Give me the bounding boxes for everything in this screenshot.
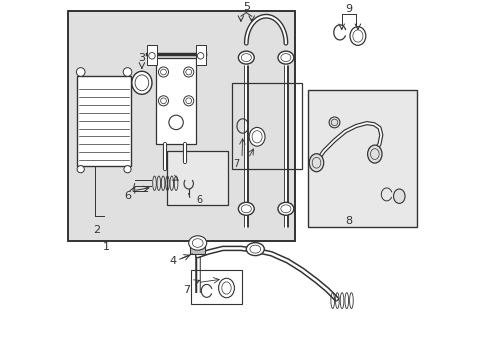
Text: 3: 3 [138, 53, 145, 63]
Ellipse shape [135, 75, 148, 91]
Ellipse shape [309, 154, 323, 172]
Ellipse shape [249, 245, 260, 253]
Circle shape [328, 117, 339, 128]
Ellipse shape [280, 205, 290, 213]
Circle shape [123, 68, 132, 76]
Circle shape [160, 69, 166, 75]
Ellipse shape [238, 51, 254, 64]
Ellipse shape [246, 243, 264, 256]
Text: 6: 6 [196, 195, 202, 205]
Text: 8: 8 [345, 216, 352, 226]
Ellipse shape [349, 27, 365, 45]
Text: 1: 1 [102, 242, 109, 252]
Text: 2: 2 [93, 225, 100, 235]
Ellipse shape [238, 202, 254, 215]
Circle shape [160, 98, 166, 104]
Circle shape [183, 96, 193, 106]
Circle shape [158, 96, 168, 106]
Ellipse shape [241, 205, 251, 213]
Bar [156, 58, 196, 144]
Ellipse shape [132, 71, 152, 94]
Ellipse shape [280, 54, 290, 62]
Ellipse shape [192, 239, 203, 247]
Bar [68, 11, 294, 241]
Ellipse shape [222, 282, 231, 294]
Bar [231, 83, 302, 169]
Text: 4: 4 [168, 256, 176, 266]
Ellipse shape [241, 54, 251, 62]
Bar [307, 90, 416, 227]
Bar [147, 45, 157, 65]
Ellipse shape [311, 157, 320, 168]
Circle shape [185, 69, 191, 75]
Circle shape [76, 68, 85, 76]
Ellipse shape [277, 51, 293, 64]
Bar [77, 76, 131, 166]
Ellipse shape [218, 278, 234, 298]
Bar [191, 270, 241, 304]
Text: 7: 7 [183, 285, 190, 295]
Circle shape [185, 98, 191, 104]
Ellipse shape [188, 236, 206, 250]
Circle shape [77, 166, 84, 173]
Ellipse shape [277, 202, 293, 215]
Circle shape [330, 119, 337, 126]
Bar [190, 245, 204, 254]
Circle shape [123, 166, 131, 173]
Ellipse shape [393, 189, 404, 203]
Ellipse shape [367, 145, 381, 163]
Bar [68, 11, 294, 241]
Ellipse shape [370, 149, 378, 159]
Text: 7: 7 [232, 159, 239, 169]
Text: 6: 6 [124, 191, 131, 201]
Text: 9: 9 [345, 4, 352, 14]
Ellipse shape [352, 30, 362, 42]
Ellipse shape [249, 127, 264, 146]
Circle shape [183, 67, 193, 77]
Bar [167, 151, 228, 205]
Ellipse shape [251, 131, 262, 143]
Bar [196, 45, 205, 65]
Circle shape [158, 67, 168, 77]
Text: 5: 5 [243, 2, 249, 12]
